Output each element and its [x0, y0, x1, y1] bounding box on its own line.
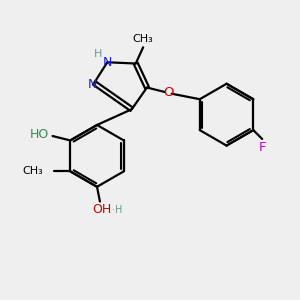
- Text: O: O: [163, 86, 173, 99]
- Text: HO: HO: [30, 128, 49, 141]
- Text: CH₃: CH₃: [22, 166, 43, 176]
- Text: OH: OH: [92, 203, 111, 216]
- Text: H: H: [94, 49, 102, 59]
- Text: N: N: [103, 56, 112, 69]
- Text: N: N: [88, 78, 98, 91]
- Text: ·H: ·H: [112, 205, 123, 215]
- Text: F: F: [258, 141, 266, 154]
- Text: CH₃: CH₃: [133, 34, 154, 44]
